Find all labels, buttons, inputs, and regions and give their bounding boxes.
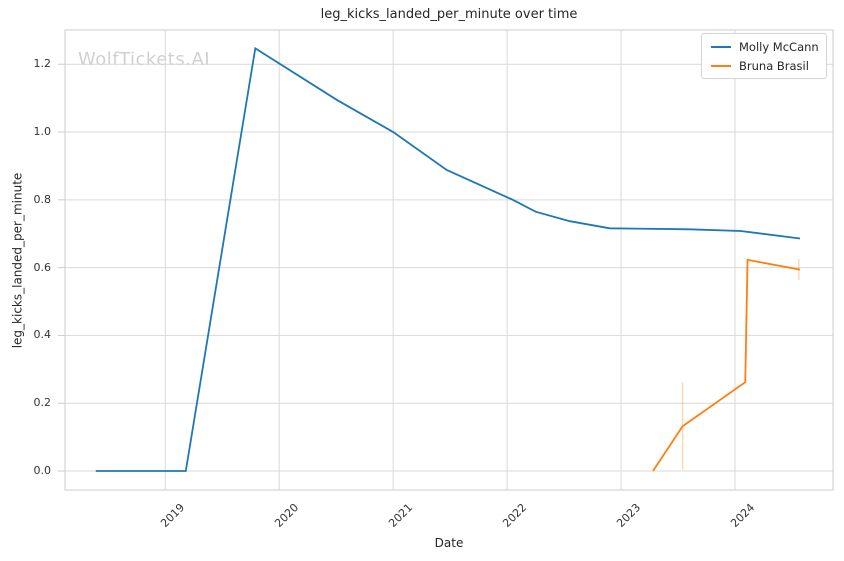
- y-tick-label: 0.0: [33, 464, 52, 478]
- y-tick-label: 0.2: [33, 396, 52, 410]
- y-tick-label: 0.6: [33, 260, 52, 274]
- legend-entry-molly-mccann: Molly McCann: [711, 39, 819, 54]
- y-tick-label: 1.0: [33, 125, 52, 139]
- chart-title: leg_kicks_landed_per_minute over time: [320, 7, 578, 22]
- legend-line-sample: [711, 45, 731, 48]
- legend-label: Bruna Brasil: [739, 58, 809, 73]
- y-tick-label: 0.4: [33, 328, 52, 342]
- series-line-bruna-brasil: [652, 258, 801, 472]
- y-axis-label: leg_kicks_landed_per_minute: [10, 172, 25, 349]
- legend: Molly McCann Bruna Brasil: [701, 33, 827, 79]
- legend-label: Molly McCann: [739, 39, 819, 54]
- x-axis-label: Date: [434, 536, 464, 550]
- legend-entry-bruna-brasil: Bruna Brasil: [711, 58, 817, 73]
- series-line-molly-mccann: [95, 46, 801, 472]
- y-tick-label: 0.8: [33, 192, 52, 206]
- axes-spines: [64, 29, 834, 491]
- y-tick-label: 1.2: [33, 57, 52, 71]
- legend-line-sample: [711, 64, 731, 67]
- watermark: WolfTickets.AI: [78, 49, 211, 70]
